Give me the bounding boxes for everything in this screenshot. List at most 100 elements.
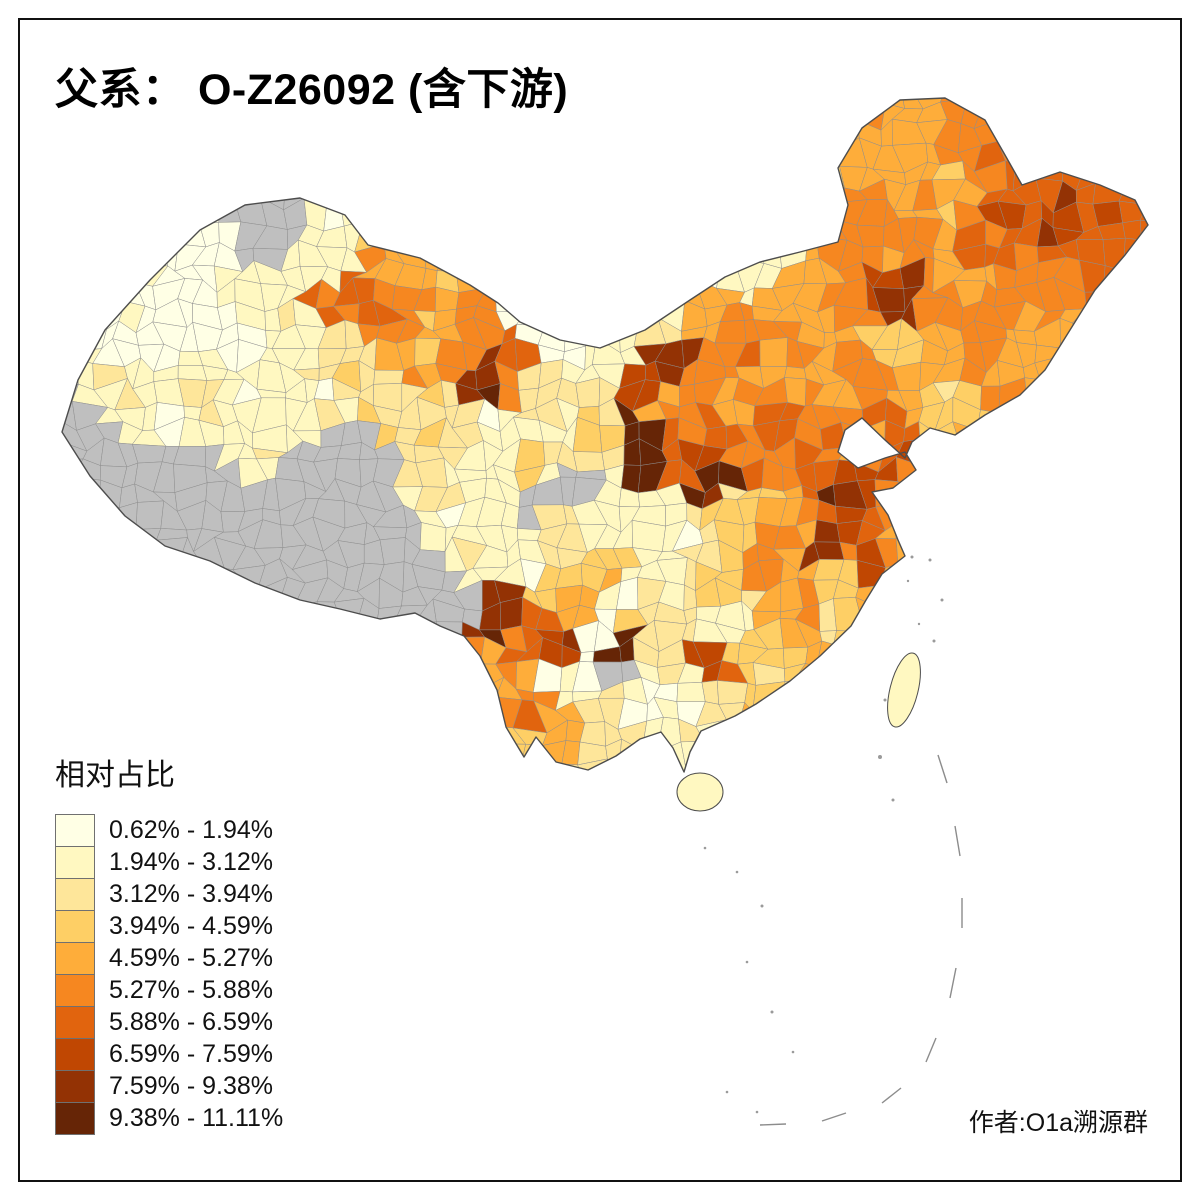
map-cell <box>1135 239 1148 264</box>
map-cell <box>538 183 568 214</box>
map-cell <box>236 196 268 227</box>
map-cell <box>62 628 80 653</box>
map-cell <box>113 190 148 214</box>
map-cell <box>821 98 840 131</box>
map-cell <box>657 106 674 128</box>
map-cell <box>738 219 762 244</box>
map-cell <box>1094 544 1127 573</box>
map-cell <box>412 159 436 192</box>
map-cell <box>562 186 579 205</box>
map-cell <box>477 777 496 805</box>
map-cell <box>634 139 658 166</box>
map-cell <box>74 626 109 653</box>
map-cell <box>576 326 599 347</box>
map-cell <box>1158 363 1179 393</box>
map-cell <box>314 116 345 140</box>
map-cell <box>454 662 487 688</box>
map-cell <box>311 723 345 753</box>
map-cell <box>1117 143 1136 172</box>
map-cell <box>1138 526 1148 548</box>
map-cell <box>123 720 137 745</box>
map-cell <box>176 722 205 752</box>
map-cell <box>203 698 226 724</box>
map-cell <box>1152 482 1182 500</box>
map-cell <box>1019 499 1047 527</box>
map-cell <box>813 766 845 772</box>
map-cell <box>1036 723 1061 745</box>
map-cell <box>1155 247 1186 264</box>
map-cell <box>272 705 304 728</box>
map-cell <box>1159 590 1186 609</box>
map-cell <box>515 202 544 230</box>
taiwan-island <box>887 652 921 728</box>
map-cell <box>1035 562 1068 592</box>
map-cell <box>1038 439 1069 471</box>
map-cell <box>476 238 507 271</box>
map-cell <box>155 184 180 207</box>
map-cell <box>1136 397 1148 427</box>
map-cell <box>216 681 245 709</box>
map-cell <box>655 241 687 273</box>
map-cell <box>920 581 940 611</box>
map-cell <box>93 204 117 224</box>
map-cell <box>615 98 648 114</box>
map-cell <box>458 223 483 251</box>
map-cell <box>433 160 463 190</box>
map-cell <box>1114 605 1145 634</box>
map-cell <box>959 617 983 643</box>
map-cell <box>805 763 824 772</box>
map-cell <box>38 604 56 629</box>
map-cell <box>157 565 187 593</box>
map-cell <box>818 742 845 770</box>
map-cell <box>423 756 446 772</box>
map-cell <box>241 682 267 701</box>
map-cell <box>1113 688 1148 710</box>
map-cell <box>1140 689 1148 710</box>
legend-row: 7.59% - 9.38% <box>55 1070 283 1103</box>
map-cell <box>597 118 629 148</box>
map-cell <box>599 282 622 309</box>
map-cell <box>74 599 109 634</box>
map-cell <box>373 182 408 207</box>
map-cell <box>438 199 460 227</box>
map-cell <box>703 425 728 450</box>
map-cell <box>873 761 901 772</box>
map-cell <box>118 557 146 586</box>
map-cell <box>113 678 147 709</box>
map-cell <box>72 259 108 287</box>
map-cell <box>475 757 504 772</box>
map-cell <box>818 724 840 744</box>
map-cell <box>857 710 887 722</box>
map-cell <box>1095 606 1122 630</box>
map-cell <box>141 220 161 254</box>
map-cell <box>617 281 641 308</box>
map-cell <box>221 147 238 165</box>
map-cell <box>897 559 923 586</box>
map-cell <box>639 119 664 145</box>
map-cell <box>936 502 966 533</box>
map-cell <box>765 739 779 764</box>
map-cell <box>1013 670 1048 691</box>
map-cell <box>1094 377 1126 413</box>
legend-swatch <box>55 814 95 847</box>
map-cell <box>878 98 906 109</box>
map-cell <box>823 98 842 100</box>
map-cell <box>886 627 909 641</box>
map-cell <box>154 580 187 602</box>
map-cell <box>936 549 962 573</box>
map-cell <box>156 731 179 752</box>
map-cell <box>619 141 648 173</box>
map-cell <box>838 721 868 744</box>
map-cell <box>900 778 921 813</box>
map-cell <box>224 159 244 188</box>
map-cell <box>142 122 168 146</box>
map-cell <box>379 649 405 669</box>
map-cell <box>1167 384 1180 404</box>
map-cell <box>854 639 887 669</box>
map-cell <box>793 680 827 709</box>
map-cell <box>932 722 958 750</box>
map-cell <box>62 725 87 747</box>
map-cell <box>1122 263 1147 291</box>
map-cell <box>800 98 825 100</box>
map-cell <box>1131 738 1148 772</box>
